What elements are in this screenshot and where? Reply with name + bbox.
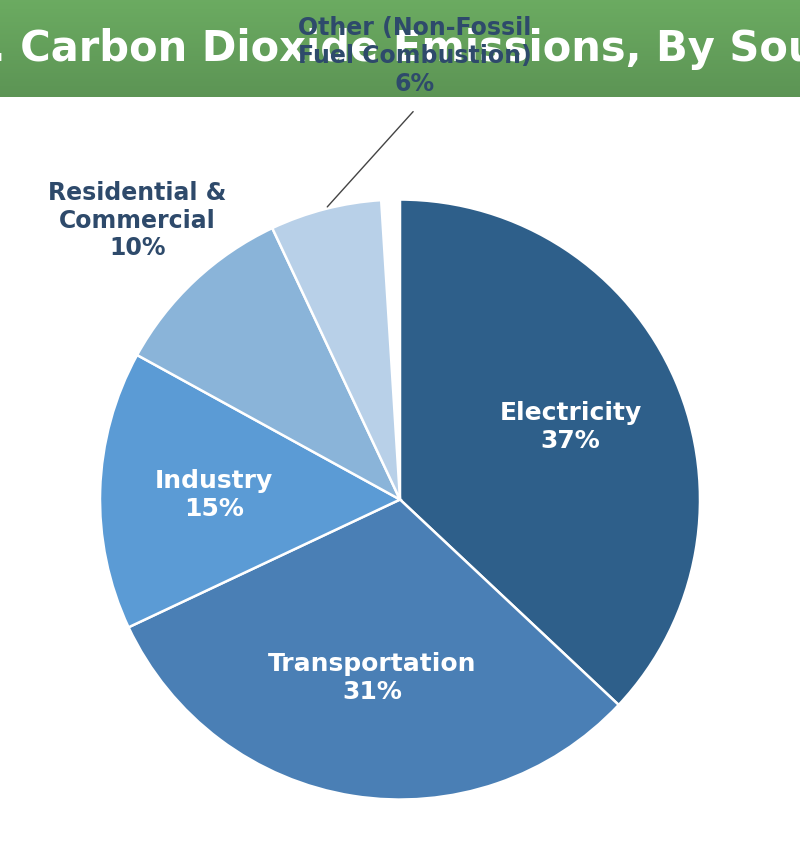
Text: Industry
15%: Industry 15%: [155, 469, 274, 520]
Text: Other (Non-Fossil
Fuel Combustion)
6%: Other (Non-Fossil Fuel Combustion) 6%: [298, 16, 532, 95]
Text: Residential &
Commercial
10%: Residential & Commercial 10%: [48, 181, 226, 260]
Wedge shape: [272, 201, 400, 500]
Wedge shape: [129, 500, 618, 800]
Wedge shape: [137, 229, 400, 500]
Wedge shape: [400, 200, 700, 705]
Text: U.S. Carbon Dioxide Emissions, By Source: U.S. Carbon Dioxide Emissions, By Source: [0, 28, 800, 70]
Text: Transportation
31%: Transportation 31%: [267, 652, 476, 704]
Wedge shape: [100, 355, 400, 628]
Text: Electricity
37%: Electricity 37%: [499, 400, 642, 452]
